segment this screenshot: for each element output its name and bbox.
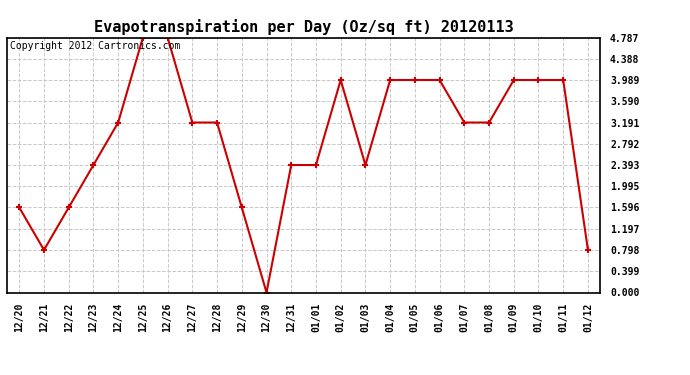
Title: Evapotranspiration per Day (Oz/sq ft) 20120113: Evapotranspiration per Day (Oz/sq ft) 20…	[94, 19, 513, 35]
Text: Copyright 2012 Cartronics.com: Copyright 2012 Cartronics.com	[10, 41, 180, 51]
